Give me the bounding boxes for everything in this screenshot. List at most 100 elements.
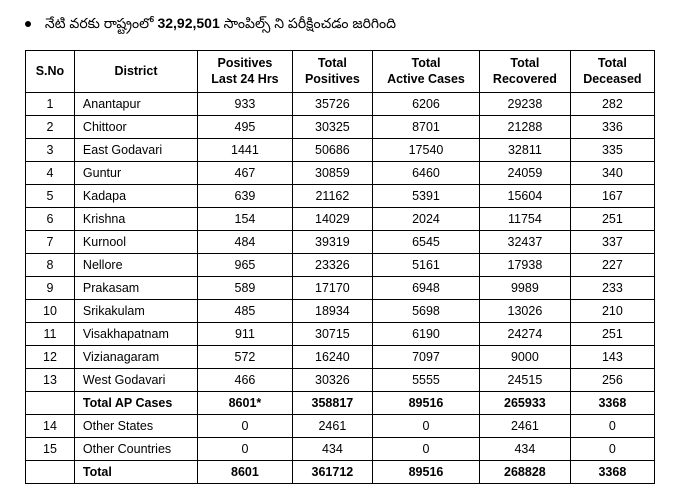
cell-total-positives: 361712 [292,460,372,483]
cell-recovered: 17938 [480,253,571,276]
table-row: 1Anantapur93335726620629238282 [26,92,655,115]
cell-active-cases: 89516 [372,460,479,483]
cell-district: Vizianagaram [74,345,197,368]
cell-total-positives: 30715 [292,322,372,345]
cell-district: Guntur [74,161,197,184]
cell-active-cases: 2024 [372,207,479,230]
cell-active-cases: 5555 [372,368,479,391]
table-row: Total8601361712895162688283368 [26,460,655,483]
cell-deceased: 3368 [570,391,654,414]
table-body: 1Anantapur933357266206292382822Chittoor4… [26,92,655,483]
cell-active-cases: 17540 [372,138,479,161]
cell-active-cases: 6460 [372,161,479,184]
cell-district: Kurnool [74,230,197,253]
cell-active-cases: 6948 [372,276,479,299]
cell-district: East Godavari [74,138,197,161]
cell-sno: 7 [26,230,75,253]
cell-recovered: 11754 [480,207,571,230]
cell-recovered: 29238 [480,92,571,115]
table-row: 13West Godavari46630326555524515256 [26,368,655,391]
cell-recovered: 268828 [480,460,571,483]
cell-positives-24: 8601 [198,460,293,483]
cell-positives-24: 8601* [198,391,293,414]
cell-sno: 5 [26,184,75,207]
table-row: 8Nellore96523326516117938227 [26,253,655,276]
cell-deceased: 251 [570,207,654,230]
cell-total-positives: 17170 [292,276,372,299]
table-row: 7Kurnool48439319654532437337 [26,230,655,253]
cell-district: Other Countries [74,437,197,460]
cell-deceased: 335 [570,138,654,161]
cell-sno: 2 [26,115,75,138]
cell-positives-24: 154 [198,207,293,230]
col-sno: S.No [26,51,75,93]
cell-active-cases: 0 [372,437,479,460]
table-row: 5Kadapa63921162539115604167 [26,184,655,207]
cell-deceased: 0 [570,437,654,460]
table-row: 2Chittoor49530325870121288336 [26,115,655,138]
cell-total-positives: 434 [292,437,372,460]
cell-district: Other States [74,414,197,437]
header-suffix: సాంపిల్స్ ని పరీక్షించడం జరిగింది [224,15,396,31]
cell-sno: 1 [26,92,75,115]
table-row: 14Other States02461024610 [26,414,655,437]
cell-sno: 8 [26,253,75,276]
cell-deceased: 210 [570,299,654,322]
cell-total-positives: 2461 [292,414,372,437]
col-district: District [74,51,197,93]
cell-positives-24: 466 [198,368,293,391]
cell-total-positives: 14029 [292,207,372,230]
cell-recovered: 265933 [480,391,571,414]
cell-positives-24: 965 [198,253,293,276]
cell-sno: 10 [26,299,75,322]
cell-recovered: 9000 [480,345,571,368]
cell-sno: 12 [26,345,75,368]
cell-deceased: 282 [570,92,654,115]
cell-recovered: 13026 [480,299,571,322]
cell-recovered: 32437 [480,230,571,253]
cell-total-positives: 50686 [292,138,372,161]
table-row: 3East Godavari1441506861754032811335 [26,138,655,161]
cell-sno: 13 [26,368,75,391]
cell-deceased: 167 [570,184,654,207]
table-row: 15Other Countries043404340 [26,437,655,460]
cell-sno: 15 [26,437,75,460]
cell-sno [26,460,75,483]
cell-total-positives: 35726 [292,92,372,115]
cell-deceased: 227 [570,253,654,276]
cell-active-cases: 6206 [372,92,479,115]
cell-total-positives: 39319 [292,230,372,253]
cell-sno: 6 [26,207,75,230]
cell-positives-24: 639 [198,184,293,207]
table-row: 11Visakhapatnam91130715619024274251 [26,322,655,345]
cell-district: Prakasam [74,276,197,299]
cell-recovered: 434 [480,437,571,460]
cell-deceased: 340 [570,161,654,184]
table-row: 9Prakasam5891717069489989233 [26,276,655,299]
cell-positives-24: 911 [198,322,293,345]
cell-district: Anantapur [74,92,197,115]
table-row: 6Krishna15414029202411754251 [26,207,655,230]
header-prefix: నేటి వరకు రాష్ట్రంలో [45,15,154,31]
cell-total-positives: 358817 [292,391,372,414]
cell-active-cases: 5698 [372,299,479,322]
cell-positives-24: 485 [198,299,293,322]
cell-active-cases: 89516 [372,391,479,414]
col-active-cases: TotalActive Cases [372,51,479,93]
bullet-icon [25,21,31,27]
cell-recovered: 24515 [480,368,571,391]
cell-positives-24: 495 [198,115,293,138]
cell-positives-24: 467 [198,161,293,184]
table-row: 12Vizianagaram5721624070979000143 [26,345,655,368]
cell-recovered: 24059 [480,161,571,184]
cell-total-positives: 21162 [292,184,372,207]
cell-recovered: 9989 [480,276,571,299]
cell-total-positives: 30859 [292,161,372,184]
table-row: 4Guntur46730859646024059340 [26,161,655,184]
col-total-positives: TotalPositives [292,51,372,93]
cell-total-positives: 16240 [292,345,372,368]
cell-deceased: 336 [570,115,654,138]
cell-total-positives: 23326 [292,253,372,276]
cell-recovered: 24274 [480,322,571,345]
cell-deceased: 3368 [570,460,654,483]
